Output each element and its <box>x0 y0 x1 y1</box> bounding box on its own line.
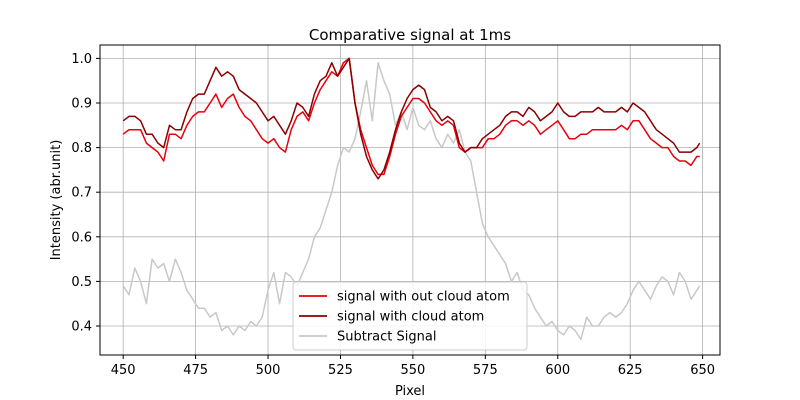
y-axis-label: Intensity (abr.unit) <box>49 140 64 261</box>
x-axis-ticks: 450 475 500 525 550 575 600 625 650 <box>111 355 715 378</box>
series-line-2 <box>122 62 701 341</box>
legend-label: signal with out cloud atom <box>337 290 510 305</box>
y-tick-label: 0.7 <box>71 186 92 201</box>
x-tick-label: 525 <box>328 363 353 378</box>
x-tick-label: 475 <box>183 363 208 378</box>
x-tick-label: 550 <box>400 363 425 378</box>
series-line-0 <box>122 57 700 176</box>
chart-title: Comparative signal at 1ms <box>309 26 511 44</box>
x-tick-label: 625 <box>618 363 643 378</box>
legend-label: Subtract Signal <box>337 330 436 345</box>
y-tick-label: 0.5 <box>71 275 92 290</box>
y-axis-ticks: 0.4 0.5 0.6 0.7 0.8 0.9 1.0 <box>71 52 100 335</box>
x-tick-label: 650 <box>690 363 715 378</box>
x-tick-label: 600 <box>545 363 570 378</box>
legend-box <box>292 281 528 351</box>
plot-frame <box>99 44 721 356</box>
x-tick-label: 500 <box>256 363 281 378</box>
grid <box>100 45 720 355</box>
legend: signal with out cloud atom signal with cl… <box>292 281 528 351</box>
y-tick-label: 0.8 <box>71 141 92 156</box>
series-line-1 <box>122 57 701 180</box>
x-tick-label: 450 <box>111 363 136 378</box>
x-axis-label: Pixel <box>395 384 425 399</box>
y-tick-label: 1.0 <box>71 52 92 67</box>
series-lines <box>122 57 701 341</box>
legend-label: signal with cloud atom <box>337 310 484 325</box>
y-tick-label: 0.4 <box>71 320 92 335</box>
y-tick-label: 0.6 <box>71 230 92 245</box>
x-tick-label: 575 <box>473 363 498 378</box>
y-tick-label: 0.9 <box>71 96 92 111</box>
